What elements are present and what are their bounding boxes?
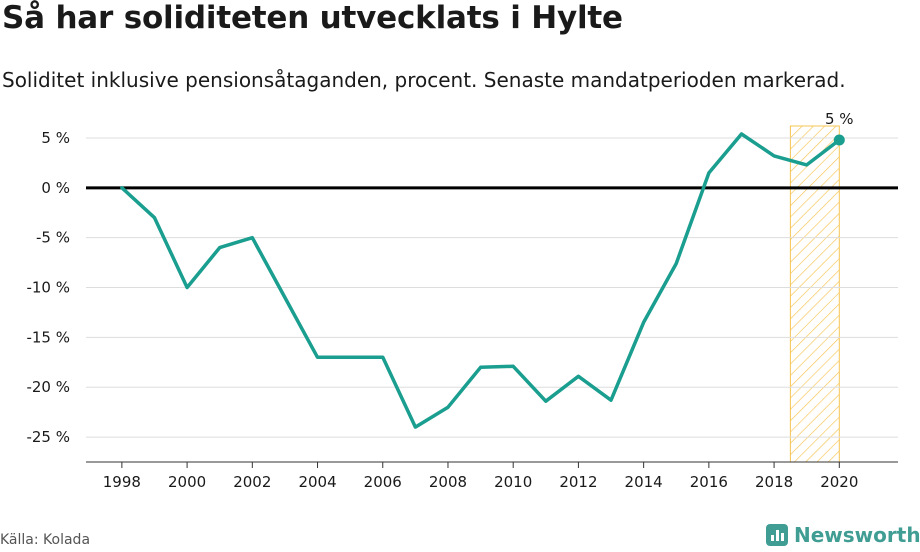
x-tick-label: 2004 (298, 473, 336, 491)
x-tick-label: 2002 (233, 473, 271, 491)
y-tick-label: 5 % (41, 129, 70, 147)
x-tick-label: 2010 (494, 473, 532, 491)
end-point-marker (833, 134, 845, 146)
x-tick-label: 2006 (364, 473, 402, 491)
x-tick-label: 2018 (755, 473, 793, 491)
x-tick-label: 2016 (690, 473, 728, 491)
x-tick-label: 2000 (168, 473, 206, 491)
brand-name: Newsworthy (794, 523, 920, 547)
x-tick-label: 2014 (625, 473, 663, 491)
y-tick-label: -5 % (36, 229, 70, 247)
chart-title: Så har soliditeten utvecklats i Hylte (2, 0, 623, 36)
x-tick-label: 2008 (429, 473, 467, 491)
source-note: Källa: Kolada (0, 532, 91, 548)
y-tick-label: 0 % (41, 179, 70, 197)
bar-chart-icon (766, 524, 788, 546)
y-tick-label: -15 % (26, 328, 70, 346)
x-tick-label: 2020 (820, 473, 858, 491)
x-tick-label: 2012 (559, 473, 597, 491)
x-tick-label: 1998 (103, 473, 141, 491)
y-tick-label: -20 % (26, 378, 70, 396)
highlight-band-mandate-period (789, 125, 840, 463)
y-tick-label: -25 % (26, 428, 70, 446)
chart-subtitle: Soliditet inklusive pensionsåtaganden, p… (2, 68, 846, 92)
newsworthy-logo: Newsworthy (766, 520, 920, 550)
series-line (120, 132, 842, 429)
end-value-label: 5 % (825, 110, 854, 128)
y-tick-label: -10 % (26, 279, 70, 297)
